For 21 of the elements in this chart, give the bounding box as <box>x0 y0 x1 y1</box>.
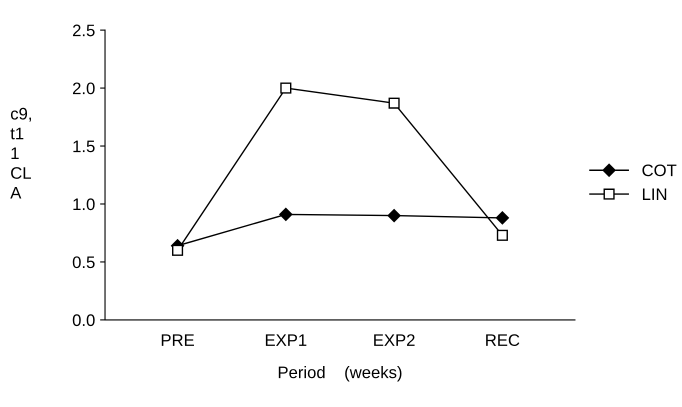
point <box>496 211 509 224</box>
point <box>279 208 292 222</box>
point <box>496 230 508 241</box>
y-axis-title: c9, t1 1 CL A <box>10 108 31 198</box>
y-tick-label: 1.0 <box>73 198 95 210</box>
y-tick-label: 1.5 <box>73 140 95 152</box>
y-tick-label: 0.5 <box>72 256 95 268</box>
legend-label: COT <box>642 164 676 176</box>
x-tick-label: PRE <box>162 334 194 346</box>
y-tick-label: 0.0 <box>72 314 95 326</box>
point <box>280 82 292 94</box>
x-tick-label: EXP1 <box>266 334 306 346</box>
y-tick-label: 2.0 <box>72 82 95 94</box>
x-tick-label: EXP2 <box>374 334 415 346</box>
x-tick-label: REC <box>486 334 520 346</box>
legend-label: LIN <box>642 188 666 200</box>
y-tick-label: 2.5 <box>72 24 95 36</box>
point <box>388 208 401 222</box>
x-axis-title: Period (weeks) <box>278 366 402 382</box>
point <box>388 98 400 109</box>
point <box>172 244 184 256</box>
